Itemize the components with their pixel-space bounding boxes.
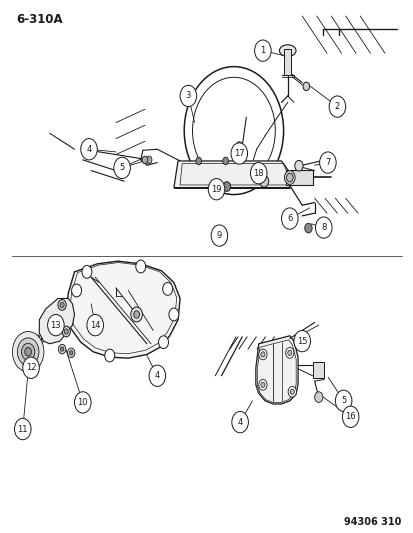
Polygon shape	[66, 261, 180, 358]
Text: 9: 9	[216, 231, 221, 240]
Circle shape	[302, 82, 309, 91]
Circle shape	[142, 156, 147, 164]
Circle shape	[162, 282, 172, 295]
Circle shape	[69, 351, 73, 355]
Circle shape	[208, 179, 224, 200]
Circle shape	[114, 157, 130, 179]
Text: 18: 18	[253, 169, 263, 177]
Circle shape	[258, 349, 266, 360]
Polygon shape	[39, 298, 74, 344]
Circle shape	[223, 182, 230, 191]
Text: 1: 1	[260, 46, 265, 55]
Circle shape	[133, 311, 139, 318]
Circle shape	[60, 347, 64, 351]
Circle shape	[169, 308, 178, 321]
Text: 15: 15	[296, 337, 307, 345]
Circle shape	[319, 152, 335, 173]
Circle shape	[64, 329, 68, 334]
Circle shape	[17, 338, 39, 366]
Text: 5: 5	[340, 397, 345, 405]
Circle shape	[230, 143, 247, 164]
Text: 12: 12	[26, 364, 36, 372]
Circle shape	[231, 411, 248, 433]
Circle shape	[58, 344, 66, 354]
Circle shape	[219, 230, 227, 239]
Text: 11: 11	[17, 425, 28, 433]
Text: 5: 5	[119, 164, 124, 172]
Circle shape	[293, 330, 310, 352]
Circle shape	[315, 217, 331, 238]
Circle shape	[287, 386, 296, 397]
Circle shape	[87, 314, 103, 336]
Circle shape	[25, 348, 31, 356]
Circle shape	[304, 223, 311, 233]
Text: 94306 310: 94306 310	[343, 516, 401, 527]
Circle shape	[260, 352, 264, 357]
Circle shape	[254, 40, 271, 61]
Circle shape	[146, 156, 152, 164]
Circle shape	[250, 163, 266, 184]
Text: 7: 7	[325, 158, 330, 167]
Polygon shape	[255, 336, 297, 404]
Circle shape	[21, 343, 35, 360]
Text: 16: 16	[344, 413, 355, 421]
Circle shape	[12, 332, 44, 372]
Text: 2: 2	[334, 102, 339, 111]
Circle shape	[211, 225, 227, 246]
Bar	[285, 170, 312, 185]
Text: 17: 17	[233, 149, 244, 158]
Circle shape	[281, 208, 297, 229]
Circle shape	[314, 392, 322, 402]
Circle shape	[284, 171, 294, 184]
Text: 4: 4	[154, 372, 159, 380]
Circle shape	[81, 139, 97, 160]
Circle shape	[62, 326, 70, 337]
Circle shape	[149, 365, 165, 386]
Circle shape	[235, 142, 242, 150]
Circle shape	[23, 357, 39, 378]
Circle shape	[82, 265, 92, 278]
Circle shape	[342, 406, 358, 427]
Text: 6-310A: 6-310A	[17, 13, 63, 26]
Circle shape	[259, 175, 268, 187]
Circle shape	[285, 348, 293, 358]
Circle shape	[71, 284, 81, 297]
Text: 14: 14	[90, 321, 100, 329]
Ellipse shape	[279, 45, 295, 56]
Text: 19: 19	[211, 185, 221, 193]
Text: 4: 4	[237, 418, 242, 426]
Circle shape	[67, 348, 75, 358]
Circle shape	[104, 349, 114, 362]
Circle shape	[135, 260, 145, 273]
Circle shape	[328, 96, 345, 117]
Circle shape	[290, 389, 294, 394]
Circle shape	[335, 390, 351, 411]
Text: 10: 10	[77, 398, 88, 407]
Text: 13: 13	[50, 321, 61, 329]
Circle shape	[222, 157, 228, 165]
Circle shape	[286, 173, 292, 182]
Circle shape	[74, 392, 91, 413]
Circle shape	[287, 350, 291, 356]
Circle shape	[180, 85, 196, 107]
Text: 8: 8	[320, 223, 325, 232]
Circle shape	[14, 418, 31, 440]
Text: 3: 3	[185, 92, 190, 100]
Bar	[284, 49, 290, 75]
Circle shape	[195, 157, 201, 165]
Circle shape	[60, 302, 64, 308]
Circle shape	[131, 307, 142, 322]
Circle shape	[158, 336, 168, 349]
Circle shape	[260, 382, 264, 387]
Text: 6: 6	[287, 214, 292, 223]
Circle shape	[294, 160, 302, 171]
Circle shape	[258, 379, 266, 390]
Circle shape	[47, 314, 64, 336]
Bar	[312, 362, 323, 378]
Circle shape	[58, 300, 66, 310]
Text: 4: 4	[86, 145, 91, 154]
Polygon shape	[173, 161, 289, 188]
